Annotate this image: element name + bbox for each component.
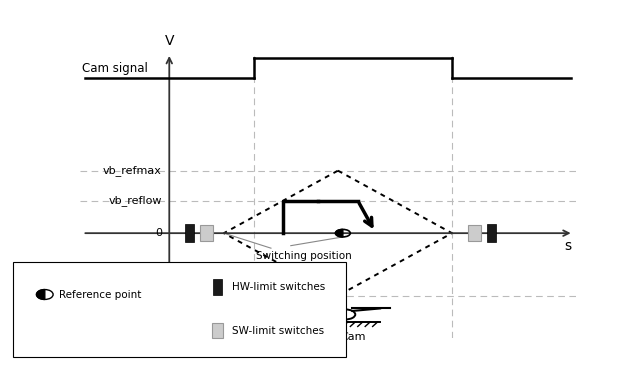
Bar [213, 279, 222, 295]
Text: Switching position
of cam: Switching position of cam [256, 251, 352, 272]
Bar [468, 225, 481, 241]
Text: Cam: Cam [340, 332, 365, 342]
Text: V: V [164, 34, 174, 48]
Text: Cam signal: Cam signal [83, 62, 148, 75]
Text: - vb_refmax: - vb_refmax [95, 290, 162, 301]
Bar [200, 225, 212, 241]
Bar [487, 225, 496, 242]
Text: SW-limit switches: SW-limit switches [232, 326, 324, 336]
Bar [185, 225, 193, 242]
Text: HW-limit switches: HW-limit switches [232, 282, 325, 292]
Bar [212, 323, 223, 338]
Text: Reference point: Reference point [59, 290, 141, 299]
Text: 0: 0 [155, 228, 162, 238]
Polygon shape [335, 230, 343, 237]
Text: vb_refmax: vb_refmax [103, 165, 162, 176]
Text: vb_reflow: vb_reflow [108, 195, 162, 206]
Text: s: s [564, 239, 571, 253]
Polygon shape [36, 290, 45, 299]
